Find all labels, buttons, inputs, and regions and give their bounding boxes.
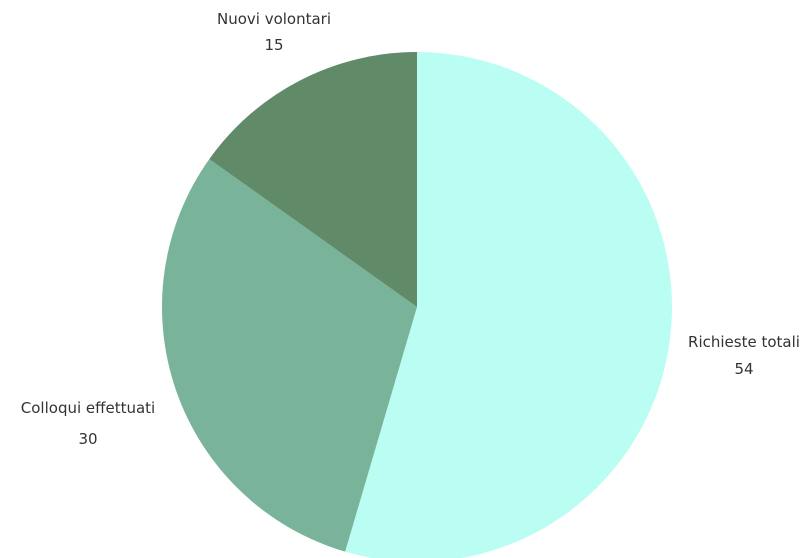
slice-label-richieste-totali: Richieste totali <box>688 333 800 351</box>
slice-value-nuovi-volontari: 15 <box>264 36 283 54</box>
slice-value-colloqui-effettuati: 30 <box>78 430 97 448</box>
pie-slice-nuovi-volontari <box>209 52 417 307</box>
pie-slice-colloqui-effettuati <box>162 159 417 552</box>
pie-slice-richieste-totali <box>345 52 672 558</box>
slice-label-nuovi-volontari: Nuovi volontari <box>217 10 331 28</box>
slice-value-richieste-totali: 54 <box>734 360 753 378</box>
slice-label-colloqui-effettuati: Colloqui effettuati <box>21 399 155 417</box>
pie-slices <box>162 52 672 558</box>
pie-labels: Richieste totali 54 Colloqui effettuati … <box>21 10 800 448</box>
